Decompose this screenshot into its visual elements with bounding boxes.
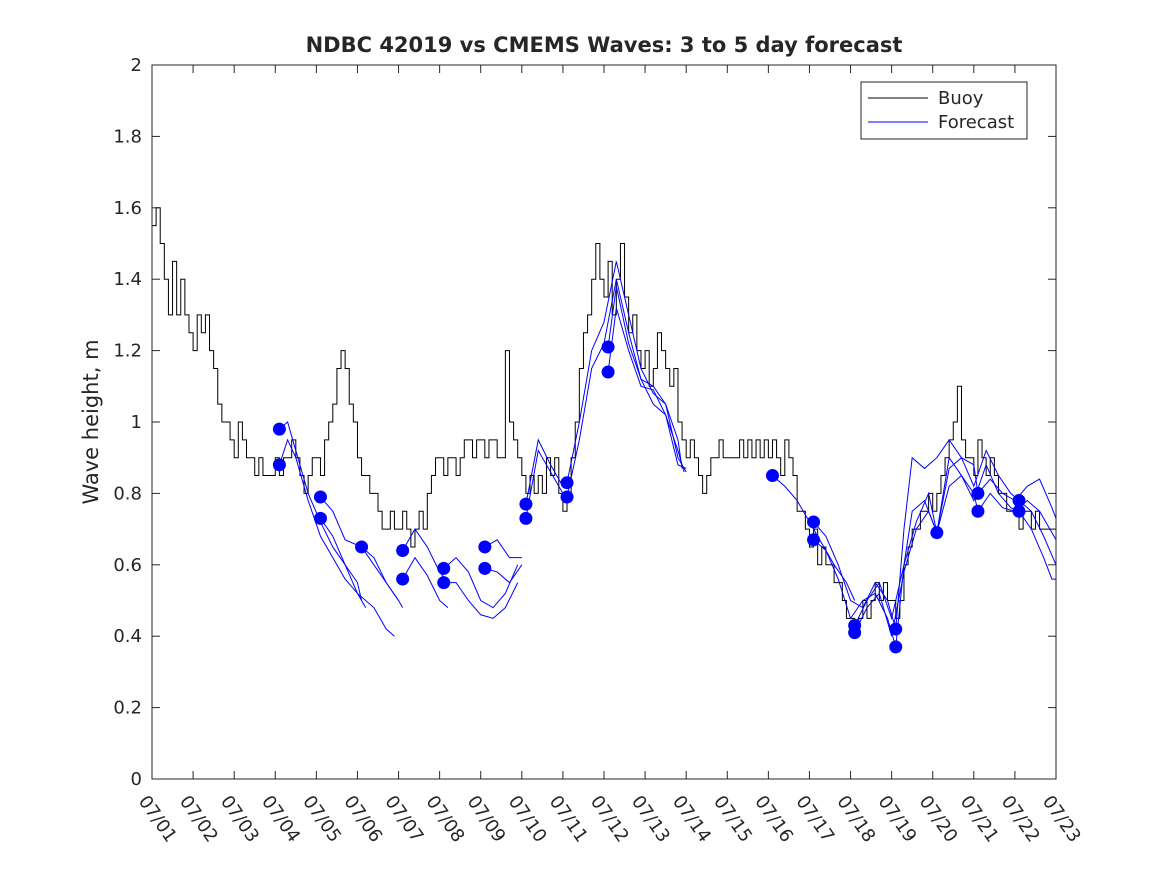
forecast-run-line (402, 556, 449, 609)
forecast-point (313, 511, 327, 525)
forecast-run-line (361, 546, 404, 608)
forecast-run-line (977, 478, 1057, 519)
forecast-run-line (607, 307, 687, 469)
forecast-point (478, 540, 492, 554)
forecast-point (272, 458, 286, 472)
forecast-point (560, 476, 574, 490)
forecast-run-line (936, 449, 1020, 533)
plot-area: 00.20.40.60.811.21.41.61.82 07/0107/0207… (113, 55, 1085, 846)
forecast-point (519, 511, 533, 525)
forecast-run-line (936, 463, 1020, 533)
y-tick-label: 1.2 (113, 341, 142, 362)
forecast-point (889, 622, 903, 636)
forecast-point (807, 533, 821, 547)
forecast-point (355, 540, 369, 554)
forecast-run-line (854, 491, 938, 626)
forecast-point (1012, 494, 1026, 508)
y-tick-label: 0.8 (113, 483, 142, 504)
legend-box (860, 81, 1028, 140)
forecast-run-line (443, 582, 519, 619)
forecast-point (1012, 504, 1026, 518)
forecast-point (396, 544, 410, 558)
y-axis: 0 0.2 0.4 0.6 0.8 1 1.2 1.4 1.6 1.8 2 (113, 55, 1056, 790)
forecast-run-line (566, 261, 683, 483)
forecast-run-line (402, 528, 449, 583)
forecast-point (519, 497, 533, 511)
forecast-point (971, 504, 985, 518)
legend-buoy-label: Buoy (938, 88, 984, 109)
y-tick-label: 1.6 (113, 198, 142, 219)
forecast-point (478, 561, 492, 575)
forecast-run-line (1018, 500, 1057, 565)
forecast-run-line (895, 438, 979, 630)
y-axis-label: Wave height, m (79, 339, 103, 504)
forecast-run-line (607, 286, 687, 473)
legend: Buoy Forecast (860, 81, 1028, 140)
plot-background (152, 65, 1056, 779)
y-tick-label: 1.8 (113, 126, 142, 147)
y-tick-label: 0 (131, 769, 142, 790)
forecast-point (272, 422, 286, 436)
y-tick-label: 2 (131, 55, 142, 76)
forecast-point (313, 490, 327, 504)
forecast-point (848, 626, 862, 640)
forecast-run-line (813, 521, 897, 630)
forecast-point (930, 526, 944, 540)
forecast-run-line (320, 518, 395, 637)
forecast-point (601, 340, 615, 354)
forecast-point (601, 365, 615, 379)
forecast-point (560, 490, 574, 504)
forecast-point (889, 640, 903, 654)
forecast-points-layer (272, 340, 1026, 654)
forecast-run-line (566, 279, 685, 498)
forecast-point (971, 486, 985, 500)
forecast-run-line (1018, 510, 1056, 580)
forecast-run-line (772, 475, 856, 601)
forecast-run-line (278, 438, 367, 608)
chart-title: NDBC 42019 vs CMEMS Waves: 3 to 5 day fo… (306, 33, 903, 57)
y-tick-label: 0.4 (113, 626, 142, 647)
forecast-run-line (484, 539, 522, 559)
forecast-run-line (443, 556, 519, 609)
legend-forecast-label: Forecast (938, 112, 1014, 133)
y-tick-label: 0.2 (113, 698, 142, 719)
y-tick-label: 1.4 (113, 269, 142, 290)
y-tick-label: 0.6 (113, 555, 142, 576)
forecast-point (437, 561, 451, 575)
forecast-point (765, 469, 779, 483)
y-tick-label: 1 (131, 412, 142, 433)
forecast-point (437, 576, 451, 590)
forecast-point (396, 572, 410, 586)
forecast-point (807, 515, 821, 529)
